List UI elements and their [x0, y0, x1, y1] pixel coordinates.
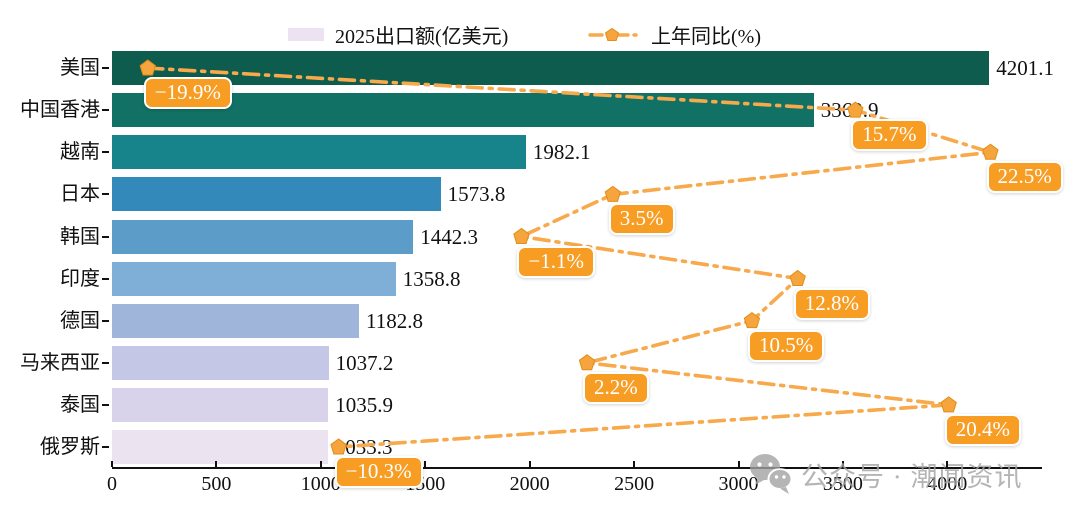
legend-line-sample-icon: [588, 27, 640, 41]
legend-item-export: 2025出口额(亿美元): [288, 20, 508, 49]
legend-line-label: 上年同比(%): [651, 26, 761, 48]
bar-value-label: 1442.3: [420, 224, 478, 249]
percent-label: −19.9%: [143, 77, 232, 109]
bar-value-label: 1037.2: [335, 350, 394, 375]
bar: [112, 345, 329, 380]
line-marker-icon: [743, 312, 761, 329]
y-tick: [102, 446, 109, 448]
bar-value-label: 1182.8: [366, 308, 423, 333]
percent-label: 10.5%: [748, 329, 825, 362]
category-label: 泰国: [60, 393, 100, 416]
bar-value-label: 1982.1: [532, 140, 591, 165]
bar: [112, 261, 396, 296]
line-marker-icon: [789, 269, 806, 287]
line-marker-icon: [982, 143, 999, 160]
x-tick-label: 2500: [614, 473, 655, 495]
percent-label: 2.2%: [583, 371, 649, 404]
x-tick: [215, 461, 218, 467]
x-tick: [633, 461, 636, 467]
bar: [112, 135, 526, 170]
x-tick-label: 3500: [822, 473, 863, 495]
category-label: 马来西亚: [20, 351, 100, 374]
category-label: 中国香港: [20, 99, 100, 122]
x-tick-label: 2000: [509, 473, 550, 495]
line-marker-icon: [513, 227, 530, 244]
category-label: 越南: [60, 141, 100, 164]
line-marker-icon: [604, 185, 622, 202]
bar: [112, 387, 329, 422]
y-tick: [102, 109, 109, 112]
y-tick: [102, 193, 109, 196]
x-tick-label: 3000: [718, 473, 759, 495]
wechat-icon: [750, 454, 793, 494]
bar-value-label: 4201.1: [996, 56, 1055, 80]
percent-label: 22.5%: [986, 161, 1063, 194]
y-tick: [102, 277, 109, 280]
x-tick: [319, 461, 322, 467]
y-tick: [102, 403, 109, 406]
x-tick-label: 500: [201, 473, 232, 495]
watermark-text: 公众号 · 潮闻资讯: [801, 461, 1023, 492]
percent-label: 12.8%: [793, 287, 870, 320]
y-tick: [102, 361, 109, 364]
bar: [112, 177, 441, 212]
percent-label: −10.3%: [334, 456, 423, 488]
y-tick: [102, 319, 109, 322]
bar-value-label: 1035.9: [335, 392, 394, 417]
x-tick: [841, 461, 844, 467]
legend-bar-swatch-icon: [288, 28, 324, 41]
category-label: 俄罗斯: [40, 436, 100, 458]
x-tick-label: 1000: [300, 473, 341, 495]
bar-value-label: 1358.8: [402, 266, 461, 291]
legend-bar-label: 2025出口额(亿美元): [335, 26, 509, 48]
percent-label: 20.4%: [944, 413, 1021, 446]
category-label: 德国: [60, 309, 100, 332]
category-label: 日本: [60, 183, 100, 206]
x-tick: [528, 461, 531, 467]
y-tick: [102, 151, 109, 154]
x-tick-label: 4000: [927, 473, 968, 495]
bar: [112, 430, 328, 464]
category-label: 印度: [60, 267, 100, 290]
x-tick: [111, 461, 113, 467]
bar-value-label: 1573.8: [447, 182, 506, 207]
line-marker-icon: [578, 354, 596, 371]
x-tick: [946, 461, 949, 467]
x-tick: [424, 461, 427, 467]
percent-label: −1.1%: [517, 245, 595, 278]
category-label: 美国: [60, 57, 100, 79]
y-tick: [102, 235, 109, 238]
line-marker-icon: [940, 396, 957, 413]
x-tick-label: 0: [107, 473, 117, 495]
x-tick: [737, 461, 740, 467]
bar: [112, 51, 990, 85]
bar: [112, 303, 359, 338]
legend-item-yoy: 上年同比(%): [588, 20, 761, 49]
x-axis-line: [112, 467, 1042, 469]
bar: [112, 219, 414, 254]
category-label: 韩国: [60, 225, 100, 248]
percent-label: 3.5%: [608, 203, 675, 236]
y-tick: [102, 67, 109, 69]
watermark: 公众号 · 潮闻资讯: [746, 450, 1023, 498]
percent-label: 15.7%: [851, 119, 928, 152]
